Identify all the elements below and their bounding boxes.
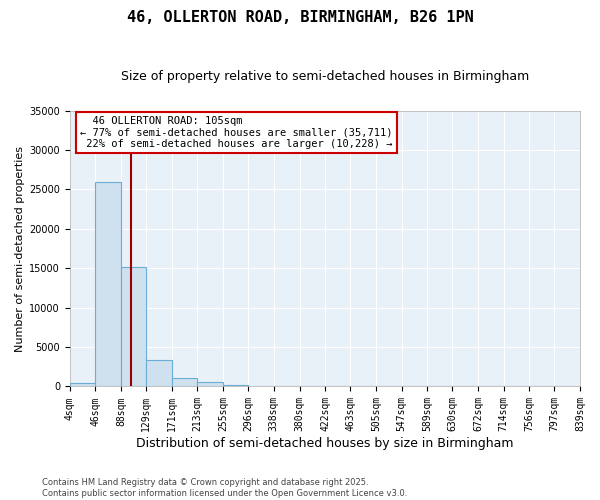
Bar — [197, 382, 223, 386]
X-axis label: Distribution of semi-detached houses by size in Birmingham: Distribution of semi-detached houses by … — [136, 437, 514, 450]
Text: 46 OLLERTON ROAD: 105sqm
← 77% of semi-detached houses are smaller (35,711)
 22%: 46 OLLERTON ROAD: 105sqm ← 77% of semi-d… — [80, 116, 392, 150]
Bar — [121, 266, 146, 386]
Y-axis label: Number of semi-detached properties: Number of semi-detached properties — [15, 146, 25, 352]
Text: 46, OLLERTON ROAD, BIRMINGHAM, B26 1PN: 46, OLLERTON ROAD, BIRMINGHAM, B26 1PN — [127, 10, 473, 25]
Bar — [95, 182, 121, 386]
Bar — [146, 360, 172, 386]
Title: Size of property relative to semi-detached houses in Birmingham: Size of property relative to semi-detach… — [121, 70, 529, 83]
Bar — [172, 378, 197, 386]
Bar — [70, 382, 95, 386]
Text: Contains HM Land Registry data © Crown copyright and database right 2025.
Contai: Contains HM Land Registry data © Crown c… — [42, 478, 407, 498]
